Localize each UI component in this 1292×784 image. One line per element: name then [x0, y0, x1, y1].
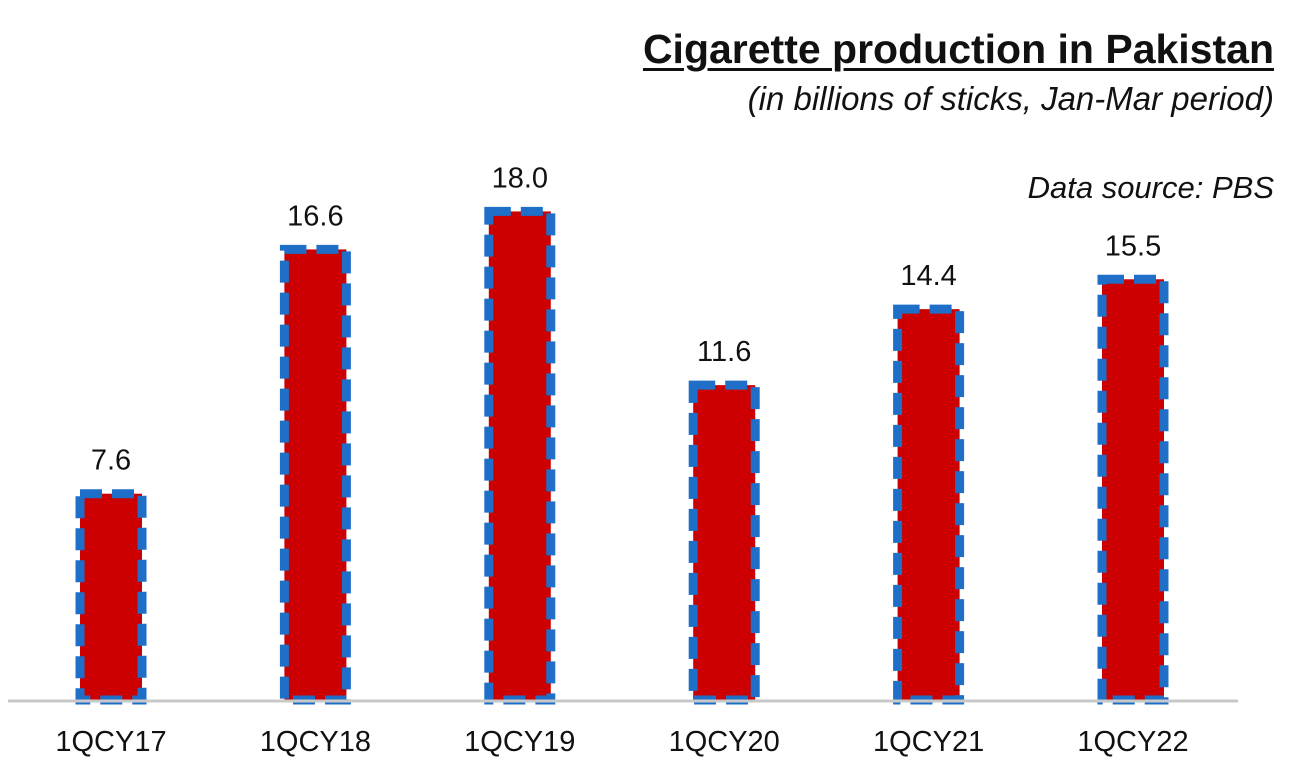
- bar-value-label: 18.0: [492, 162, 548, 194]
- bar-1qcy17: [75, 489, 147, 705]
- chart-source-note: Data source: PBS: [1027, 170, 1274, 205]
- bar-value-label: 15.5: [1105, 230, 1161, 262]
- x-tick-label: 1QCY19: [464, 726, 575, 758]
- bar-1qcy19: [484, 206, 556, 705]
- bar-1qcy20: [688, 380, 760, 705]
- x-tick-label: 1QCY18: [260, 726, 371, 758]
- x-tick-label: 1QCY21: [873, 726, 984, 758]
- bar-value-label: 7.6: [91, 445, 131, 477]
- x-tick-label: 1QCY17: [55, 726, 166, 758]
- chart-title: Cigarette production in Pakistan: [642, 26, 1274, 72]
- bars-group: [75, 206, 1169, 705]
- bar-value-label: 16.6: [287, 200, 343, 232]
- bar-1qcy21: [893, 304, 965, 705]
- chart-subtitle: (in billions of sticks, Jan-Mar period): [747, 80, 1274, 117]
- x-tick-label: 1QCY20: [669, 726, 780, 758]
- bar-1qcy22: [1097, 274, 1169, 705]
- bar-value-label: 14.4: [900, 260, 956, 292]
- labels-group: 7.6 1QCY17 16.6 1QCY18 18.0 1QCY19 11.6 1QCY20 1…: [55, 162, 1188, 758]
- bar-value-label: 11.6: [697, 336, 751, 368]
- x-tick-label: 1QCY22: [1077, 726, 1188, 758]
- bar-1qcy18: [279, 244, 351, 705]
